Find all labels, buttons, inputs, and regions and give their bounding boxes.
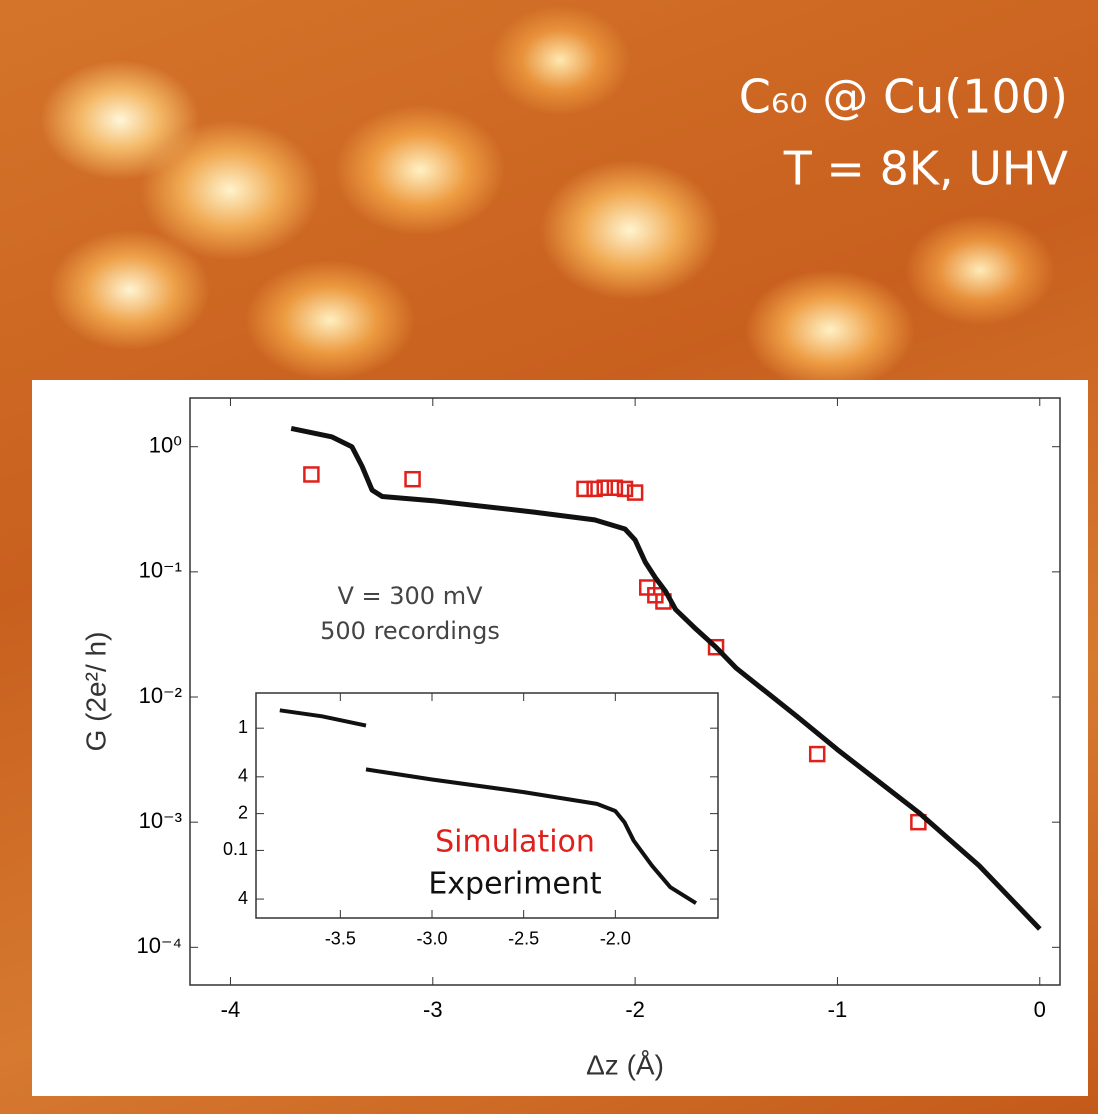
x-tick-label: -3: [423, 997, 443, 1022]
y-tick-label: 10⁰: [149, 433, 182, 458]
y-tick-label: 4: [238, 888, 248, 908]
y-tick-label: 10⁻²: [139, 683, 182, 708]
x-tick-label: -4: [221, 997, 241, 1022]
annotation: 500 recordings: [320, 617, 500, 645]
legend-entry: Experiment: [428, 867, 602, 902]
y-tick-label: 10⁻¹: [139, 558, 182, 583]
y-axis-label: G (2e²/ h): [80, 632, 111, 752]
y-tick-label: 4: [238, 766, 248, 786]
y-tick-label: 0.1: [223, 839, 248, 859]
x-tick-label: -2: [625, 997, 645, 1022]
overlay-text: T = 8K, UHV: [783, 142, 1069, 196]
annotation: V = 300 mV: [337, 582, 483, 610]
x-tick-label: -2.5: [508, 928, 539, 948]
y-tick-label: 2: [238, 802, 248, 822]
page: {"overlay": {"lines": ["C₆₀ @ Cu(100)", …: [0, 0, 1098, 1114]
figure: C₆₀ @ Cu(100) T = 8K, UHV -4-3-2-1010⁰10…: [0, 0, 1098, 1114]
x-tick-label: -2.0: [600, 928, 631, 948]
y-tick-label: 10⁻⁴: [136, 933, 182, 958]
overlay-text: C₆₀ @ Cu(100): [739, 70, 1068, 124]
y-tick-label: 1: [238, 717, 248, 737]
x-axis-label: Δz (Å): [586, 1049, 664, 1080]
y-tick-label: 10⁻³: [139, 808, 182, 833]
legend-entry: Simulation: [435, 825, 595, 860]
x-tick-label: 0: [1034, 997, 1046, 1022]
x-tick-label: -1: [828, 997, 848, 1022]
x-tick-label: -3.0: [416, 928, 447, 948]
x-tick-label: -3.5: [325, 928, 356, 948]
